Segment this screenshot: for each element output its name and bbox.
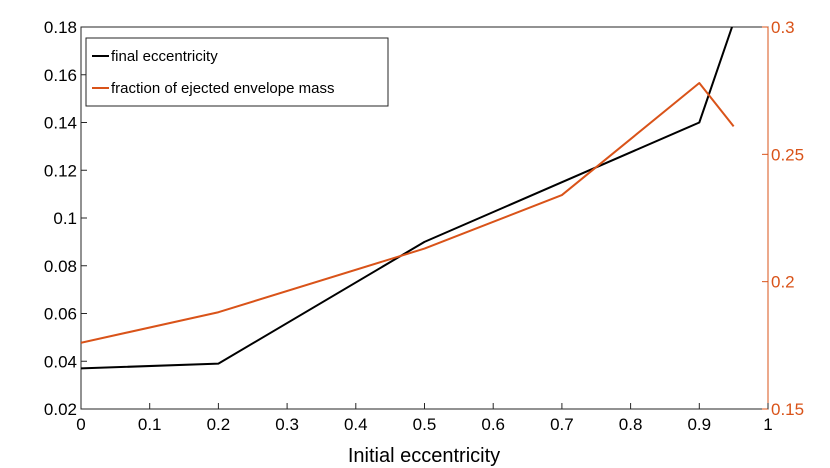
series-line-1	[81, 82, 735, 344]
x-tick-label: 0.2	[207, 415, 231, 434]
x-tick-label: 0.3	[275, 415, 299, 434]
bottom-axis-ticks: 0 0.1 0.2 0.3 0.4 0.5 0.6 0.7 0.8 0.9 1	[76, 403, 773, 434]
x-tick-label: 0.7	[550, 415, 574, 434]
y-tick-label: 0.12	[44, 161, 77, 180]
x-tick-label: 0.8	[619, 415, 643, 434]
y2-tick-label: 0.3	[771, 18, 795, 37]
y-tick-label: 0.16	[44, 66, 77, 85]
x-tick-label: 0.1	[138, 415, 162, 434]
x-tick-label: 0	[76, 415, 85, 434]
right-axis-ticks: 0.15 0.2 0.25 0.3	[762, 18, 804, 419]
x-tick-label: 0.6	[481, 415, 505, 434]
y-tick-label: 0.02	[44, 400, 77, 419]
x-tick-label: 0.5	[413, 415, 437, 434]
y2-tick-label: 0.2	[771, 273, 795, 292]
legend: final eccentricity fraction of ejected e…	[85, 37, 389, 107]
y-tick-label: 0.1	[53, 209, 77, 228]
series-line-0	[81, 27, 734, 370]
legend-label-final-eccentricity: final eccentricity	[111, 48, 218, 65]
x-tick-label: 0.9	[687, 415, 711, 434]
series-layer	[81, 27, 735, 370]
y2-tick-label: 0.15	[771, 400, 804, 419]
y-tick-label: 0.04	[44, 352, 77, 371]
x-tick-label: 0.4	[344, 415, 368, 434]
legend-label-ejected-mass: fraction of ejected envelope mass	[111, 80, 334, 97]
y-tick-label: 0.18	[44, 18, 77, 37]
left-axis-ticks: 0.02 0.04 0.06 0.08 0.1 0.12 0.14 0.16 0.18	[44, 18, 87, 419]
y-tick-label: 0.08	[44, 257, 77, 276]
x-tick-label: 1	[763, 415, 772, 434]
x-axis-label: Initial eccentricity	[348, 445, 500, 467]
y-tick-label: 0.06	[44, 305, 77, 324]
y-tick-label: 0.14	[44, 114, 77, 133]
y2-tick-label: 0.25	[771, 145, 804, 164]
legend-box	[85, 37, 389, 107]
